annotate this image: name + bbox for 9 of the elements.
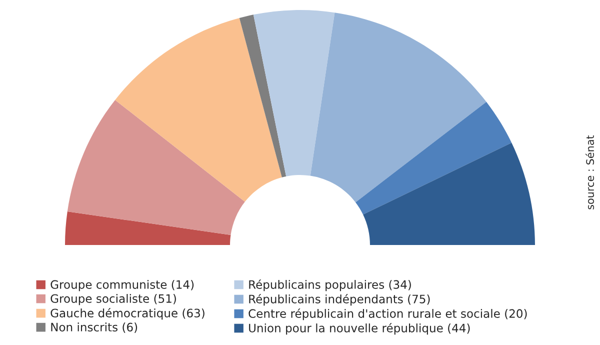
legend-label: Républicains indépendants (75): [249, 294, 430, 306]
legend-label: Non inscrits (6): [51, 322, 138, 333]
legend-label: Centre républicain d'action rurale et sociale (20): [248, 308, 527, 320]
source-note: source : Sénat: [586, 135, 594, 210]
legend-label: Groupe communiste (14): [50, 280, 194, 292]
legend-label: Groupe socialiste (51): [50, 294, 176, 306]
legend-label: Gauche démocratique (63): [50, 308, 204, 320]
legend-label: Union pour la nouvelle république (44): [249, 323, 470, 335]
legend-label: Républicains populaires (34): [249, 280, 411, 292]
